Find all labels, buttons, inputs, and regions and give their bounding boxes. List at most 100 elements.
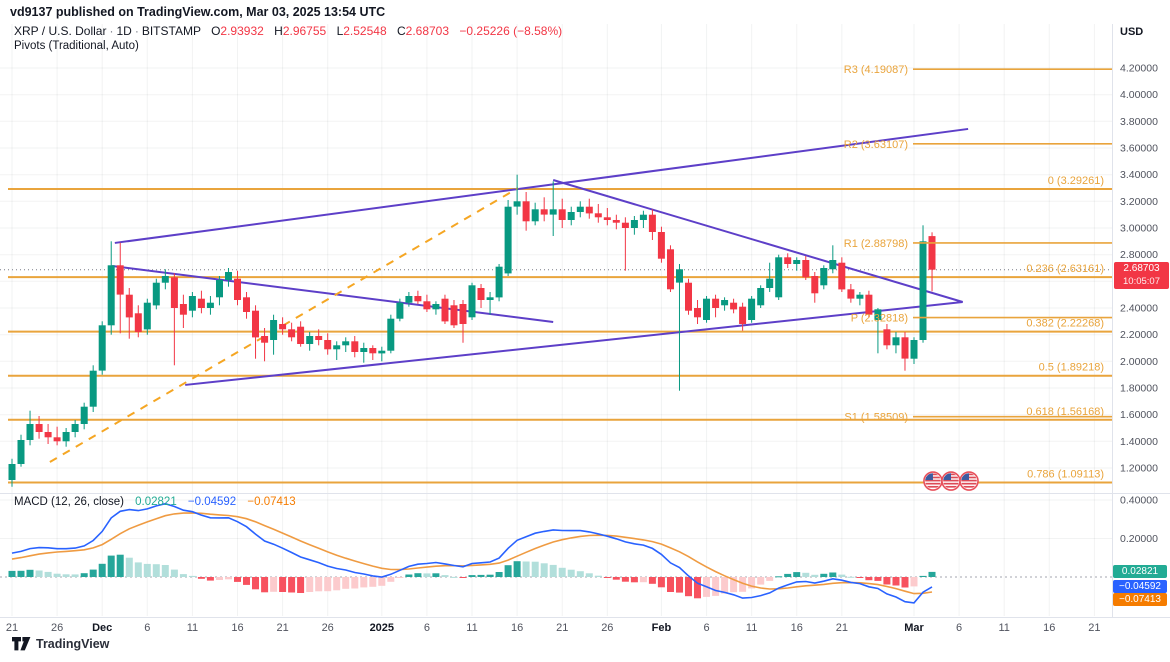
us-flag-sticker[interactable]	[959, 471, 979, 491]
tradingview-logo[interactable]: TradingView	[12, 637, 109, 651]
fib-level-label[interactable]: 0 (3.29261)	[1048, 175, 1104, 187]
symbol-name[interactable]: XRP / U.S. Dollar	[14, 24, 107, 38]
macd-histogram-bar	[667, 577, 674, 592]
indicator-legend-macd[interactable]: MACD (12, 26, close) 0.02821 −0.04592 −0…	[14, 496, 296, 508]
pivot-level-label[interactable]: P (2.32818)	[851, 313, 908, 325]
candle-body-up	[486, 297, 494, 300]
time-axis-tick[interactable]: 6	[956, 622, 962, 634]
price-axis-tick[interactable]: 1.20000	[1120, 462, 1158, 474]
fib-level-label[interactable]: 0.236 (2.63161)	[1026, 263, 1104, 275]
macd-histogram-bar	[513, 561, 521, 577]
macd-title[interactable]: MACD (12, 26, close)	[14, 496, 124, 508]
macd-histogram-bar	[80, 573, 88, 577]
price-axis-tick[interactable]: 4.00000	[1120, 89, 1158, 101]
candle-body-up	[919, 241, 927, 340]
price-axis-tick[interactable]: 1.60000	[1120, 409, 1158, 421]
candle-body-down	[297, 326, 305, 344]
time-axis-tick[interactable]: Mar	[904, 622, 924, 634]
candle-body-up	[225, 272, 232, 280]
pivot-level-label[interactable]: R3 (4.19087)	[844, 64, 908, 76]
pivot-level-label[interactable]: R1 (2.88798)	[844, 238, 908, 250]
candle-body-up	[107, 265, 115, 326]
exchange-label[interactable]: BITSTAMP	[141, 24, 201, 38]
macd-histogram-bar	[143, 563, 151, 577]
candle-body-down	[261, 336, 269, 343]
price-axis-tick[interactable]: 1.80000	[1120, 382, 1158, 394]
candle-body-down	[784, 257, 792, 264]
close-label: C	[396, 24, 406, 38]
price-axis-tick[interactable]: 4.20000	[1120, 63, 1158, 75]
legend-separator: ·	[109, 24, 114, 38]
macd-histogram-bar	[721, 577, 729, 594]
time-axis-tick[interactable]: 6	[424, 622, 430, 634]
candle-body-down	[423, 301, 431, 310]
price-axis-tick[interactable]: 2.20000	[1120, 329, 1158, 341]
pivot-level-label[interactable]: S1 (1.58509)	[844, 412, 908, 424]
us-flag-sticker[interactable]	[923, 471, 943, 491]
macd-histogram-bar	[594, 575, 602, 577]
macd-histogram-bar	[621, 577, 629, 582]
price-axis-tick[interactable]: 1.40000	[1120, 436, 1158, 448]
time-axis-tick[interactable]: 2025	[370, 622, 394, 634]
candle-body-up	[468, 285, 476, 318]
candle-body-down	[540, 209, 548, 215]
bar-countdown: 10:05:07	[1123, 276, 1160, 287]
trendline-triangle-upper[interactable]	[552, 179, 963, 303]
interval-label[interactable]: 1D	[116, 24, 132, 38]
macd-histogram-bar	[188, 575, 196, 577]
time-axis-tick[interactable]: 21	[836, 622, 848, 634]
time-axis-tick[interactable]: 21	[556, 622, 568, 634]
time-axis-tick[interactable]: Dec	[92, 622, 112, 634]
fib-level-label[interactable]: 0.618 (1.56168)	[1026, 406, 1104, 418]
time-axis-tick[interactable]: 26	[322, 622, 334, 634]
macd-histogram-bar	[802, 572, 810, 577]
time-axis-tick[interactable]: 6	[144, 622, 150, 634]
candle-body-down	[648, 214, 656, 232]
time-axis-tick[interactable]: 11	[466, 622, 477, 634]
time-axis-tick[interactable]: 16	[791, 622, 803, 634]
us-flag-sticker[interactable]	[941, 471, 961, 491]
open-label: O	[211, 24, 221, 38]
macd-histogram-bar	[116, 554, 124, 577]
fib-level-label[interactable]: 0.5 (1.89218)	[1039, 362, 1104, 374]
price-axis-tick[interactable]: 3.00000	[1120, 222, 1158, 234]
time-axis-tick[interactable]: 16	[1043, 622, 1055, 634]
price-axis-tick[interactable]: 3.60000	[1120, 142, 1158, 154]
time-axis-tick[interactable]: 26	[601, 622, 613, 634]
macd-histogram-bar	[612, 577, 620, 580]
time-axis-tick[interactable]: 26	[51, 622, 63, 634]
time-axis-tick[interactable]: 6	[703, 622, 709, 634]
time-axis-tick[interactable]: 16	[231, 622, 243, 634]
trendline-wedge-lower[interactable]	[111, 265, 554, 323]
time-axis-tick[interactable]: 21	[276, 622, 288, 634]
time-axis-tick[interactable]: Feb	[652, 622, 672, 634]
time-axis-tick[interactable]: 11	[187, 622, 198, 634]
price-axis-tick[interactable]: 3.20000	[1120, 196, 1158, 208]
time-axis-tick[interactable]: 21	[6, 622, 18, 634]
price-axis-tick[interactable]: 3.40000	[1120, 169, 1158, 181]
price-axis-currency[interactable]: USD	[1120, 26, 1143, 38]
time-axis-tick[interactable]: 11	[998, 622, 1009, 634]
price-axis-tick[interactable]: 2.40000	[1120, 302, 1158, 314]
macd-axis-tick[interactable]: 0.40000	[1120, 495, 1158, 507]
macd-histogram-bar	[811, 574, 819, 577]
candle-body-up	[766, 278, 774, 288]
symbol-legend[interactable]: XRP / U.S. Dollar · 1D · BITSTAMP O2.93932 H…	[14, 24, 562, 38]
candle-body-up	[26, 424, 34, 440]
time-axis-tick[interactable]: 11	[746, 622, 757, 634]
price-axis-tick[interactable]: 2.80000	[1120, 249, 1158, 261]
trendline-rising-channel-upper[interactable]	[114, 127, 969, 244]
price-axis-tick[interactable]: 3.80000	[1120, 116, 1158, 128]
macd-histogram-bar	[739, 577, 747, 592]
macd-axis-tick[interactable]: 0.20000	[1120, 533, 1158, 545]
fib-level-label[interactable]: 0.382 (2.22268)	[1026, 318, 1104, 330]
trendline-triangle-lower[interactable]	[185, 301, 963, 386]
time-axis-tick[interactable]: 21	[1088, 622, 1100, 634]
time-axis-tick[interactable]: 16	[511, 622, 523, 634]
indicator-legend-pivots[interactable]: Pivots (Traditional, Auto)	[14, 40, 139, 52]
fib-level-label[interactable]: 0.786 (1.09113)	[1027, 469, 1104, 481]
pivot-level-label[interactable]: R2 (3.63107)	[844, 139, 908, 151]
price-axis-tick[interactable]: 2.00000	[1120, 356, 1158, 368]
macd-histogram-bar	[252, 577, 259, 590]
